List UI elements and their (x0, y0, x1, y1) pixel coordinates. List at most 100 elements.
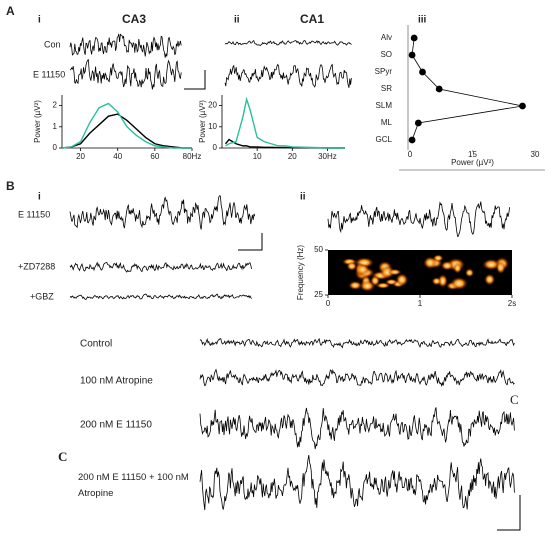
spectrogram-blob (495, 260, 506, 274)
trace (199, 368, 515, 388)
spectrogram-blob (359, 280, 376, 292)
spectrogram-blob (484, 273, 496, 286)
spectrogram-blob (355, 263, 370, 276)
x-tick-label: 30Hz (318, 152, 337, 161)
trace (327, 201, 510, 237)
trace-label: Con (44, 39, 61, 49)
trace (69, 293, 252, 300)
trace (224, 63, 352, 88)
y-tick-label: 25 (314, 290, 323, 299)
spectrogram-blob (346, 261, 358, 271)
spectrogram-blob (395, 273, 409, 287)
point (519, 102, 526, 110)
subpanel-label: i (38, 15, 41, 26)
axis (221, 95, 345, 149)
x-tick-label: 2s (508, 299, 516, 308)
y-tick-label: SO (380, 50, 392, 59)
x-tick-label: 20 (288, 152, 297, 161)
scale-bar (184, 70, 206, 90)
spectrogram-blob (431, 277, 442, 286)
point (408, 136, 416, 144)
scale-bar (497, 495, 521, 531)
panel-label: B (6, 179, 15, 193)
point (408, 51, 416, 59)
trace (69, 261, 252, 273)
trace-label: E 11150 (33, 69, 65, 79)
y-tick-label: SLM (376, 101, 393, 110)
spectrogram-blob (453, 262, 462, 274)
trace-label: +ZD7288 (18, 261, 55, 271)
trace (69, 58, 182, 90)
y-tick-label: 20 (208, 101, 217, 110)
spectrogram-blob (379, 265, 395, 279)
trace-label: E 11150 (18, 209, 50, 219)
y-tick-label: SR (381, 84, 392, 93)
y-axis-label: Power (µV²) (33, 100, 42, 143)
scale-bar (238, 233, 263, 251)
series-line (224, 138, 345, 149)
panel-label: A (6, 4, 15, 18)
y-tick-label: 10 (208, 122, 217, 131)
profile-line (411, 37, 523, 141)
y-tick-label: 2 (53, 101, 58, 110)
spectrogram-blob (450, 277, 468, 290)
point (435, 85, 443, 93)
x-tick-label: 1 (418, 299, 423, 308)
series-line (225, 96, 345, 149)
panel-label: C (510, 392, 519, 407)
x-tick-label: 20 (76, 152, 85, 161)
y-tick-label: 0 (53, 143, 58, 152)
y-axis-label: Frequency (Hz) (296, 245, 305, 300)
scale-bars (184, 70, 521, 531)
trace-label: 200 nM E 11150 + 100 nM Atropine (78, 472, 189, 499)
spectrogram-blob (432, 254, 444, 262)
trace-label: 200 nM E 11150 (80, 420, 152, 431)
spectrogram-blob (464, 268, 475, 278)
series-line (61, 102, 192, 149)
x-tick-label: 0 (326, 299, 331, 308)
trace-label: +GBZ (30, 291, 54, 301)
x-tick-label: 10 (253, 152, 262, 161)
trace-label: 100 nM Atropine (80, 376, 153, 387)
trace (224, 40, 352, 46)
y-axis-label: Power (µV²) (198, 100, 207, 143)
y-tick-label: 1 (53, 122, 58, 131)
trace (69, 195, 256, 230)
trace-label: Control (80, 339, 112, 350)
y-tick-label: ML (381, 118, 393, 127)
subpanel-label: iii (418, 15, 427, 26)
y-tick-label: GCL (376, 135, 393, 144)
x-tick-label: 30 (531, 150, 540, 159)
x-tick-label: 60 (150, 152, 159, 161)
panel-label: C (58, 449, 67, 464)
y-tick-label: 0 (213, 143, 218, 152)
trace (199, 337, 515, 349)
point (414, 119, 422, 127)
label-box: 200 nM E 11150 + 100 nM Atropine (78, 472, 189, 499)
series-line (61, 113, 192, 149)
chart-title: CA3 (122, 12, 146, 26)
spectrogram-blob (387, 268, 402, 276)
spectrogram-blob (385, 278, 398, 286)
x-tick-label: 15 (468, 150, 477, 159)
trace (69, 33, 182, 58)
spectrogram-blob (482, 258, 501, 271)
subpanel-label: ii (300, 192, 306, 203)
point (419, 68, 426, 76)
chart-title: CA1 (300, 12, 324, 26)
trace (199, 455, 515, 511)
x-tick-label: 80Hz (183, 152, 202, 161)
subpanel-label: ii (234, 15, 240, 26)
subpanel-label: i (38, 192, 41, 203)
trace (199, 407, 515, 450)
spectrogram-blob (348, 280, 363, 290)
y-tick-label: 50 (314, 245, 323, 254)
y-tick-label: Alv (381, 33, 392, 42)
spectrogram-blob (440, 260, 454, 271)
spectrogram-blob (437, 274, 448, 288)
x-axis-label: Power (µV²) (451, 158, 494, 167)
y-tick-label: SPyr (375, 67, 393, 76)
point (410, 34, 418, 42)
x-tick-label: 40 (113, 152, 122, 161)
x-tick-label: 0 (408, 150, 413, 159)
